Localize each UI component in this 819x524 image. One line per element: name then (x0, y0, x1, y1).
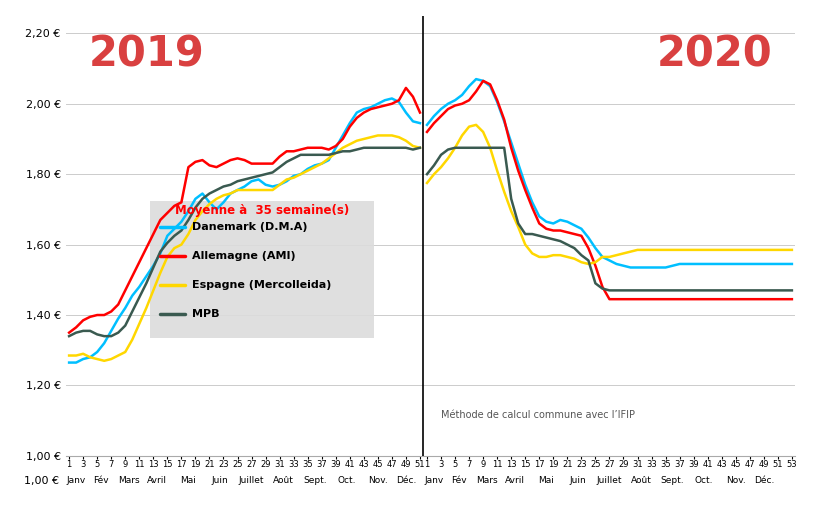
Text: MPB: MPB (192, 309, 219, 319)
Text: Espagne (Mercolleida): Espagne (Mercolleida) (192, 280, 331, 290)
Text: Août: Août (630, 476, 650, 485)
Text: Août: Août (273, 476, 293, 485)
Text: Fév: Fév (93, 476, 108, 485)
Text: Juillet: Juillet (238, 476, 264, 485)
Bar (150, 201, 374, 338)
Text: Oct.: Oct. (694, 476, 713, 485)
Text: Sept.: Sept. (660, 476, 684, 485)
Text: Mars: Mars (118, 476, 139, 485)
Text: Avril: Avril (504, 476, 524, 485)
Text: Juin: Juin (568, 476, 586, 485)
Text: Sept.: Sept. (302, 476, 326, 485)
Text: Janv: Janv (424, 476, 443, 485)
Text: Méthode de calcul commune avec l’IFIP: Méthode de calcul commune avec l’IFIP (441, 410, 634, 420)
Text: Allemagne (AMI): Allemagne (AMI) (192, 251, 295, 261)
Text: Juillet: Juillet (596, 476, 622, 485)
Text: Oct.: Oct. (337, 476, 355, 485)
Text: Mai: Mai (538, 476, 554, 485)
Text: Moyenne à  35 semaine(s): Moyenne à 35 semaine(s) (174, 204, 349, 217)
Text: 2019: 2019 (88, 34, 204, 75)
Text: Fév: Fév (450, 476, 466, 485)
Text: 2020: 2020 (656, 34, 771, 75)
Text: 1,00 €: 1,00 € (24, 476, 58, 486)
Text: Déc.: Déc. (753, 476, 773, 485)
Text: Janv: Janv (66, 476, 86, 485)
Text: Mars: Mars (475, 476, 497, 485)
Text: Nov.: Nov. (725, 476, 744, 485)
Text: Avril: Avril (147, 476, 166, 485)
Text: Juin: Juin (211, 476, 228, 485)
Text: Mai: Mai (180, 476, 196, 485)
Text: Danemark (D.M.A): Danemark (D.M.A) (192, 222, 307, 232)
Text: Déc.: Déc. (396, 476, 415, 485)
Text: Nov.: Nov. (368, 476, 387, 485)
